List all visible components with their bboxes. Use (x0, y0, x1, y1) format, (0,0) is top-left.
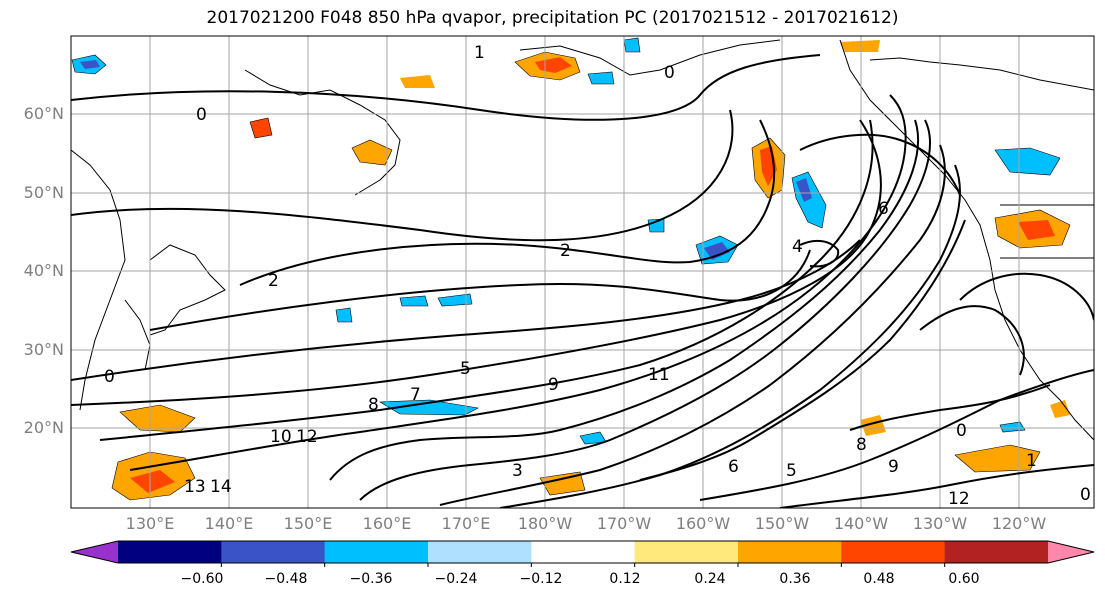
lon-label-140e: 140°E (204, 514, 254, 533)
colorbar-tick-label: −0.36 (349, 571, 393, 587)
contour-label: 12 (296, 427, 318, 447)
colorbar-swatch (428, 541, 532, 563)
lon-label-170w: 170°W (596, 514, 652, 533)
contour-label: 6 (878, 199, 889, 219)
precip-negative-patches (71, 37, 1061, 445)
contour-label: 9 (888, 457, 899, 477)
contour-label: 2 (560, 241, 571, 261)
colorbar-tick-label: −0.48 (264, 571, 308, 587)
colorbar-tick-label: −0.24 (434, 571, 478, 587)
contour-label: 0 (664, 63, 675, 83)
contour-label: 0 (196, 105, 207, 125)
map-frame (70, 35, 1095, 509)
colorbar-swatch (841, 541, 946, 563)
contour-label: 8 (368, 395, 379, 415)
lon-label-160w: 160°W (675, 514, 731, 533)
colorbar-swatch (944, 541, 1049, 563)
lon-label-120w: 120°W (991, 514, 1047, 533)
lon-label-170e: 170°E (441, 514, 491, 533)
colorbar-swatch (324, 541, 429, 563)
contour-label: 2 (268, 271, 279, 291)
contour-label: 6 (728, 457, 739, 477)
contour-label: 7 (410, 385, 421, 405)
lat-label-50n: 50°N (23, 183, 64, 202)
contour-label: 5 (460, 359, 471, 379)
colorbar-tick-label: 0.48 (863, 571, 895, 587)
contour-label: 8 (856, 435, 867, 455)
contour-label: 0 (104, 367, 115, 387)
contour-label: 5 (786, 461, 797, 481)
colorbar-tick-label: 0.24 (694, 571, 726, 587)
colorbar-tick-label: 0.12 (609, 571, 641, 587)
lon-label-130e: 130°E (125, 514, 175, 533)
lon-label-180w: 180°W (517, 514, 573, 533)
contour-label: 14 (210, 477, 232, 497)
colorbar-swatch (634, 541, 739, 563)
colorbar-extend-low (71, 541, 118, 563)
qvapor-contours (71, 54, 1094, 508)
colorbar-swatch (531, 541, 636, 563)
colorbar-swatch (738, 541, 842, 563)
contour-label: 0 (1080, 485, 1091, 505)
colorbar-outline (70, 540, 1095, 564)
contour-label: 9 (548, 375, 559, 395)
contour-label: 4 (792, 237, 803, 257)
colorbar-swatch (221, 541, 326, 563)
lon-label-160e: 160°E (362, 514, 412, 533)
figure-title: 2017021200 F048 850 hPa qvapor, precipit… (206, 8, 899, 28)
contour-label: 1 (1026, 451, 1037, 471)
lat-label-60n: 60°N (23, 104, 64, 123)
contour-labels: 1 0 0 2 2 4 6 5 8 7 9 11 10 12 13 14 3 6… (104, 43, 1091, 509)
contour-label: 0 (956, 421, 967, 441)
colorbar-swatch (118, 541, 222, 563)
lat-label-40n: 40°N (23, 261, 64, 280)
lon-label-130w: 130°W (912, 514, 968, 533)
lon-label-150e: 150°E (283, 514, 333, 533)
contour-label: 3 (512, 461, 523, 481)
colorbar-tick-label: −0.12 (519, 571, 563, 587)
contour-label: 12 (948, 489, 970, 509)
lat-label-20n: 20°N (23, 418, 64, 437)
contour-label: 10 (270, 427, 292, 447)
contour-label: 1 (474, 43, 485, 63)
lon-label-150w: 150°W (754, 514, 810, 533)
lon-label-140w: 140°W (833, 514, 889, 533)
contour-label: 11 (648, 365, 670, 385)
lat-label-30n: 30°N (23, 340, 64, 359)
colorbar-extend-high (1048, 541, 1094, 563)
map-plot-area: 1 0 0 2 2 4 6 5 8 7 9 11 10 12 13 14 3 6… (71, 36, 1094, 509)
colorbar-tick-label: −0.60 (180, 571, 224, 587)
colorbar (70, 540, 1095, 567)
colorbar-tick-label: 0.36 (779, 571, 811, 587)
contour-label: 13 (184, 477, 206, 497)
colorbar-tick-label: 0.60 (948, 571, 980, 587)
